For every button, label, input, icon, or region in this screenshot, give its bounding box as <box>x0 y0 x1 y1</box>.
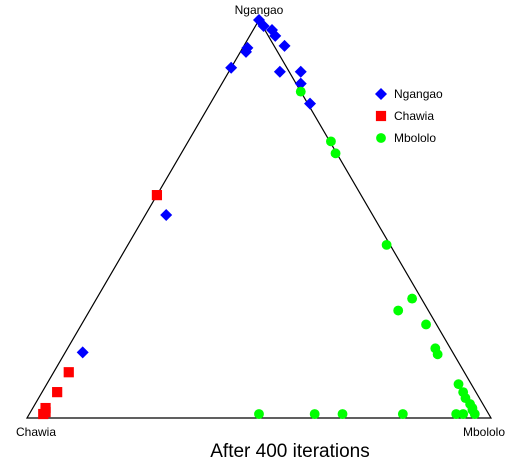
point-ngangao-4 <box>278 39 291 52</box>
point-mbololo-15 <box>469 409 480 419</box>
point-ngangao-7 <box>225 61 238 74</box>
legend-label-mbololo: Mbololo <box>394 131 436 145</box>
point-ngangao-1 <box>257 19 270 32</box>
vertex-label-right: Mbololo <box>463 425 505 439</box>
point-mbololo-18 <box>397 409 408 419</box>
point-mbololo-1 <box>326 136 336 147</box>
point-mbololo-8 <box>432 349 443 360</box>
legend-label-chawia: Chawia <box>394 109 434 123</box>
point-mbololo-0 <box>295 86 306 97</box>
point-chawia-2 <box>52 387 63 398</box>
point-mbololo-5 <box>393 305 404 316</box>
point-ngangao-6 <box>240 45 253 58</box>
legend-marker-ngangao <box>375 88 387 100</box>
legend-marker-mbololo <box>376 133 386 143</box>
point-ngangao-9 <box>294 65 307 78</box>
point-ngangao-10 <box>294 77 307 90</box>
point-chawia-1 <box>63 367 74 378</box>
point-mbololo-20 <box>309 409 320 419</box>
point-ngangao-13 <box>76 346 89 359</box>
point-mbololo-17 <box>451 409 462 419</box>
legend-label-ngangao: Ngangao <box>394 87 443 101</box>
point-chawia-5 <box>38 408 49 420</box>
point-ngangao-12 <box>160 209 173 222</box>
data-points <box>38 14 480 420</box>
legend: Ngangao Chawia Mbololo <box>375 87 443 145</box>
point-mbololo-4 <box>407 293 418 304</box>
vertex-label-left: Chawia <box>16 425 56 439</box>
legend-marker-chawia <box>375 110 387 122</box>
point-ngangao-8 <box>273 65 286 78</box>
point-ngangao-11 <box>304 97 317 110</box>
point-mbololo-3 <box>381 239 392 250</box>
point-mbololo-9 <box>453 379 464 390</box>
point-mbololo-6 <box>421 319 431 330</box>
point-chawia-0 <box>151 190 163 201</box>
point-ngangao-3 <box>269 29 282 42</box>
chart-title: After 400 iterations <box>210 441 369 462</box>
vertex-label-top: Ngangao <box>235 3 284 17</box>
point-mbololo-2 <box>330 148 341 159</box>
ternary-triangle <box>25 18 493 419</box>
point-mbololo-21 <box>254 409 264 419</box>
point-mbololo-16 <box>458 409 469 419</box>
point-mbololo-19 <box>337 409 348 419</box>
